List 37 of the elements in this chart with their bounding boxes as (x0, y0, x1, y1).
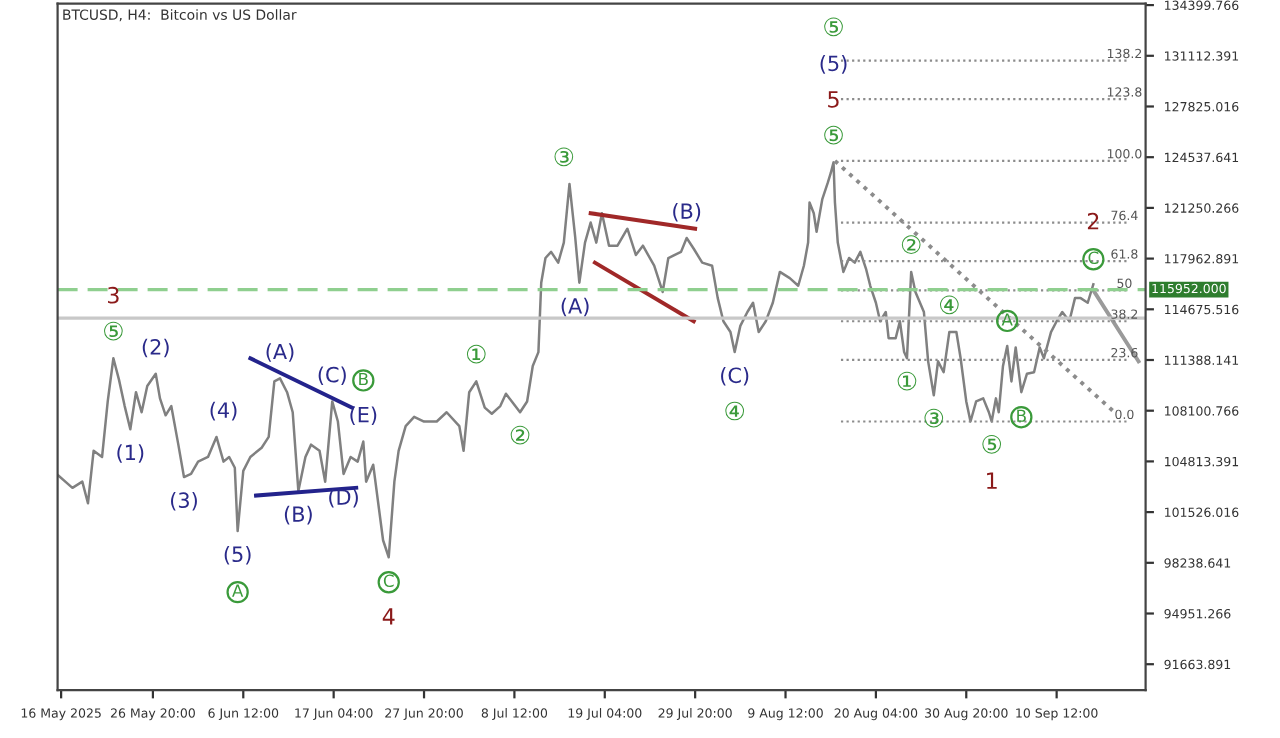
annotation: ⑤ (104, 321, 123, 341)
annotation: A (232, 584, 244, 597)
annotation: C (383, 574, 394, 588)
annotation: (A) (266, 343, 294, 362)
annotation: (D) (329, 488, 358, 508)
annotation: (5) (820, 55, 847, 74)
annotation: B (359, 372, 368, 386)
annotation: 2 (1087, 212, 1099, 230)
annotation: B (1017, 409, 1026, 422)
annotation: 1 (987, 472, 997, 489)
annotation: (2) (142, 338, 169, 358)
annotation: ⑤ (824, 125, 843, 145)
annotation: 5 (828, 91, 839, 108)
annotation: ⑤ (982, 434, 1002, 454)
annotation: ① (466, 344, 486, 364)
annotation: (A) (561, 297, 589, 317)
annotation: 4 (382, 608, 395, 625)
annotation: (5) (224, 545, 251, 565)
annotation: (3) (171, 491, 197, 511)
annotation: (1) (117, 444, 144, 463)
annotation: C (1088, 251, 1099, 265)
annotation: (C) (318, 366, 346, 385)
annotation: ① (897, 371, 917, 391)
annotation: ③ (924, 408, 944, 428)
annotation: (E) (350, 406, 377, 426)
annotation: ③ (554, 147, 574, 167)
annotation: (B) (673, 202, 701, 222)
annotation: ② (510, 425, 530, 445)
annotation: (C) (721, 367, 749, 386)
annotation: ⑤ (824, 17, 843, 37)
annotation: 3 (108, 286, 119, 304)
annotation: ④ (725, 401, 745, 421)
annotation: ② (901, 235, 921, 255)
annotation: (B) (284, 505, 312, 525)
annotation: (4) (210, 401, 237, 421)
annotation: A (1001, 313, 1013, 326)
annotation: ④ (939, 295, 959, 315)
